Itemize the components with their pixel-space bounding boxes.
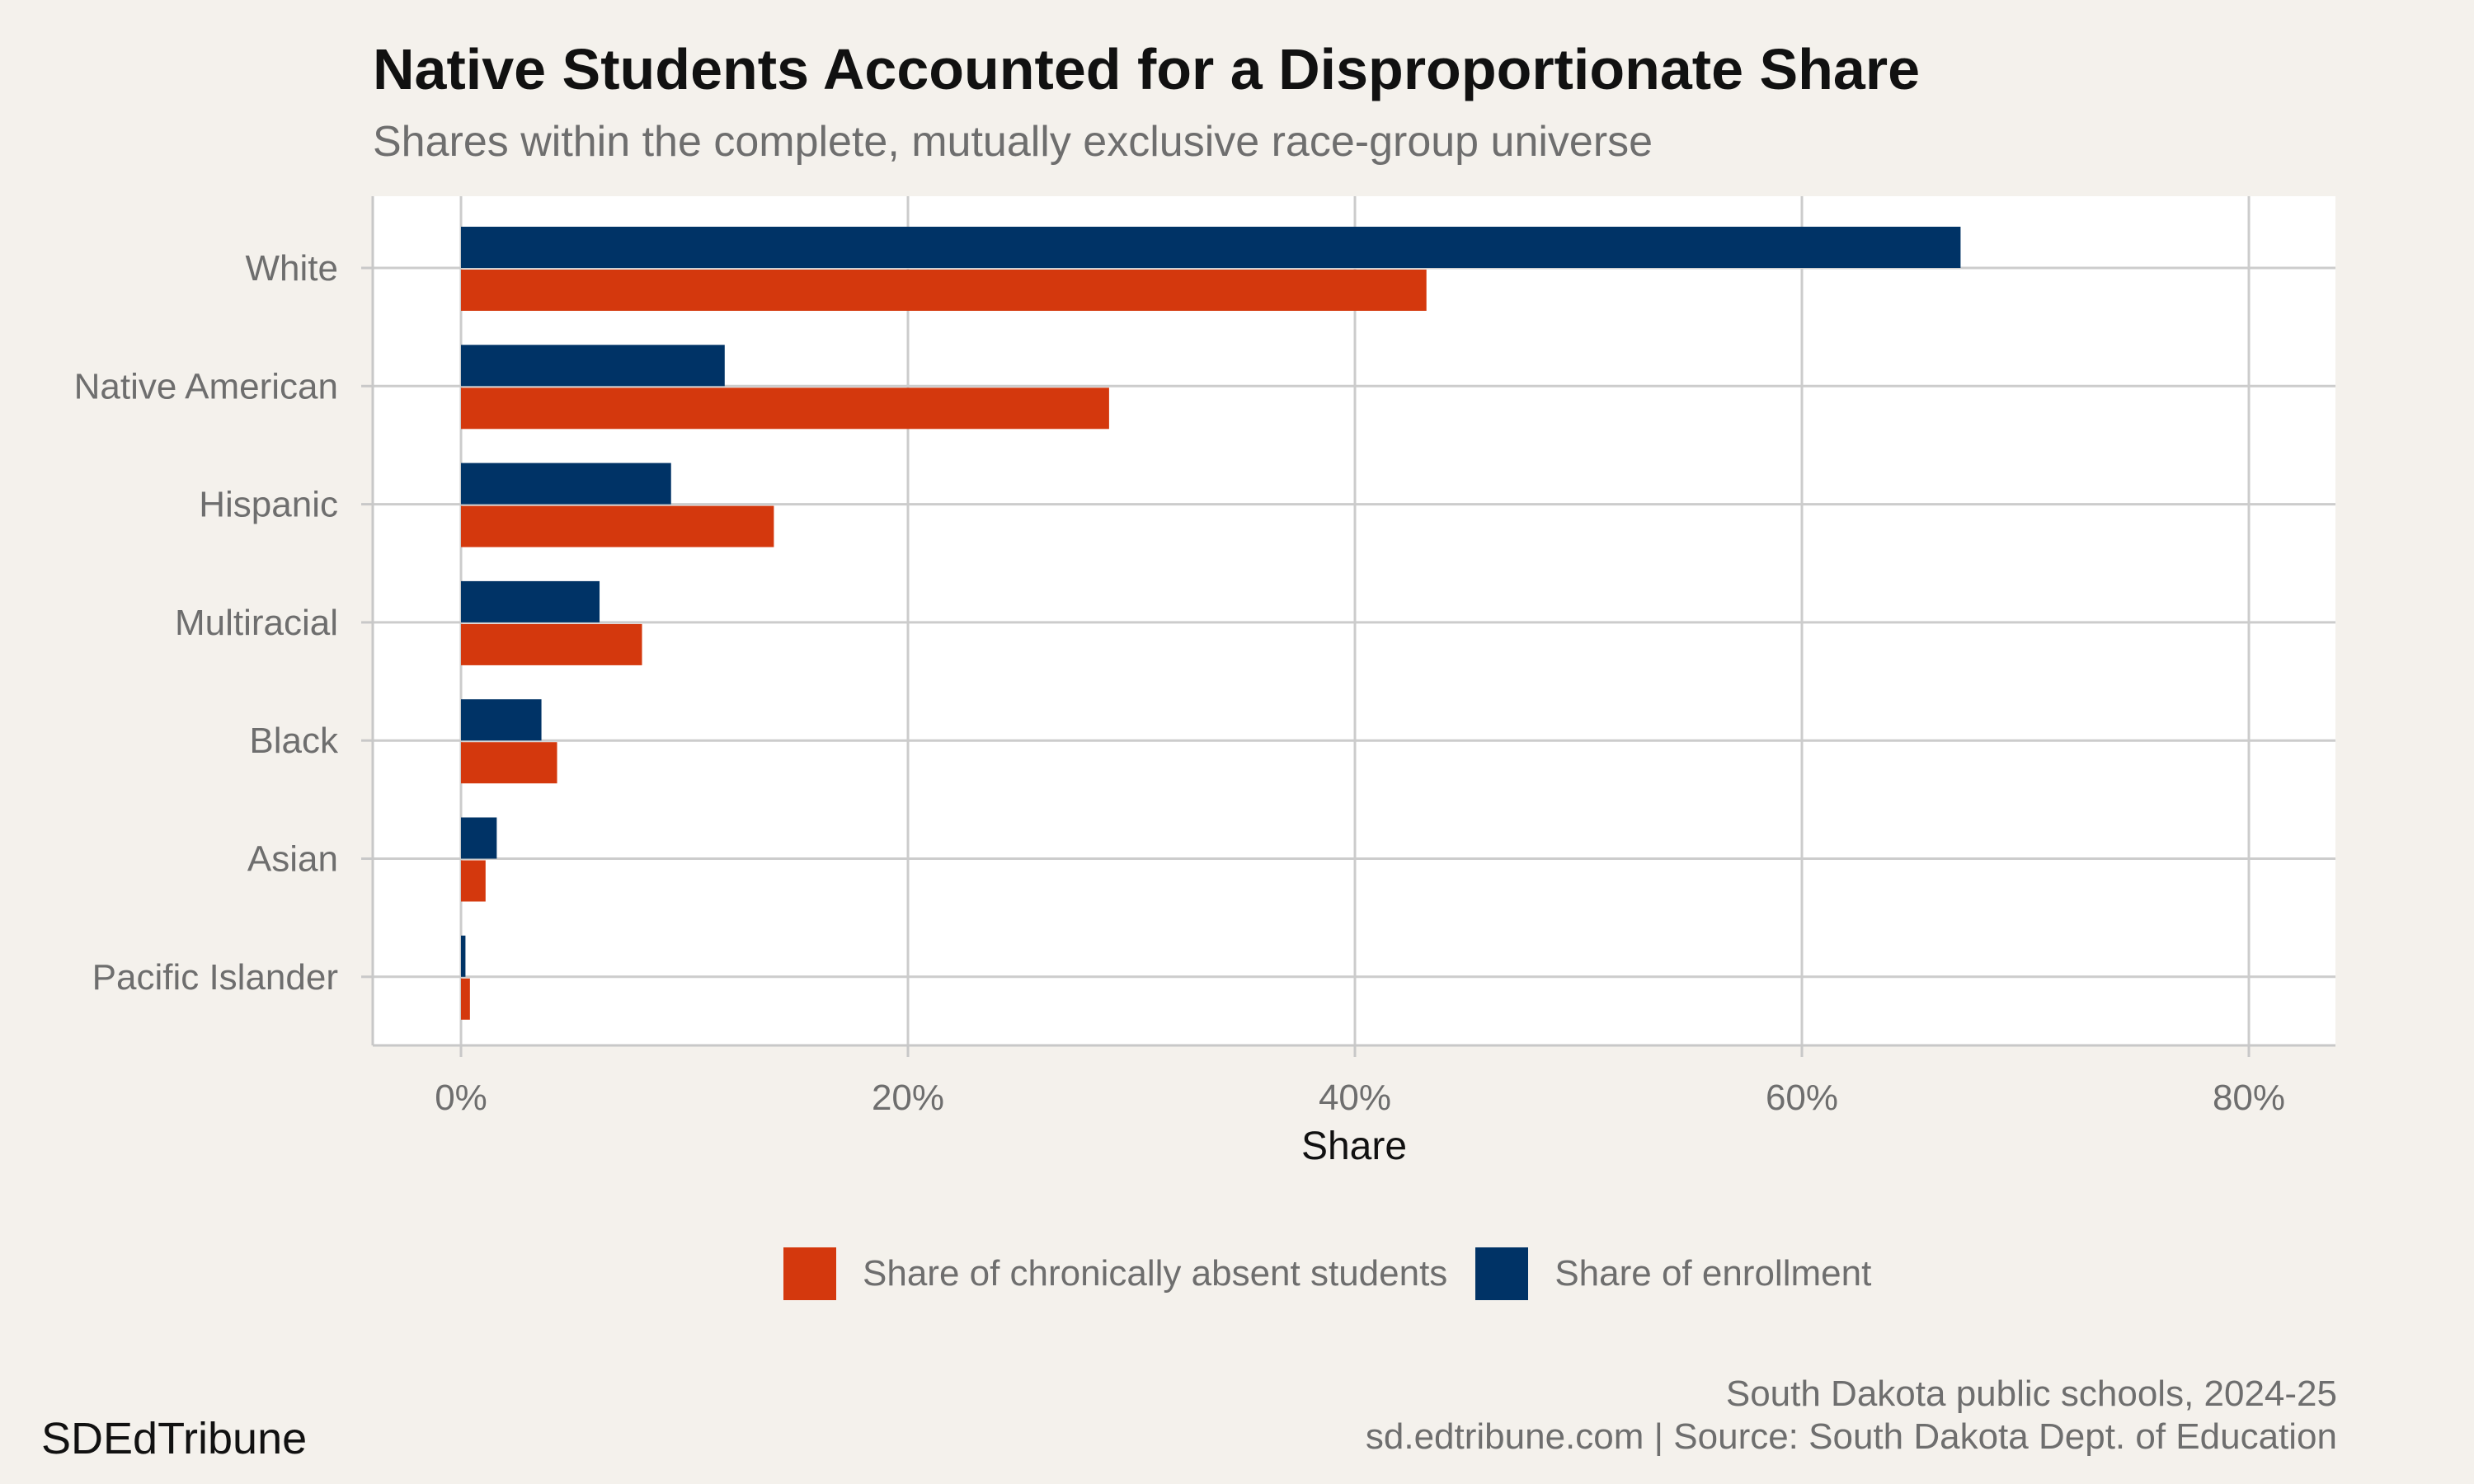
bar-enrollment-black (461, 699, 542, 741)
bar-absent-native-american (461, 387, 1109, 430)
bar-enrollment-native-american (461, 345, 725, 387)
y-tick-label-asian: Asian (247, 839, 338, 880)
bar-enrollment-pacific-islander (461, 935, 466, 977)
footer-source: sd.edtribune.com | Source: South Dakota … (1365, 1416, 2337, 1457)
y-tick-label-native-american: Native American (74, 366, 338, 406)
bar-absent-pacific-islander (461, 978, 470, 1020)
bar-absent-hispanic (461, 505, 774, 547)
bar-absent-asian (461, 860, 486, 902)
bars (461, 227, 1961, 1020)
gridlines (373, 196, 2335, 1045)
bar-enrollment-white (461, 227, 1961, 268)
legend-item-enrollment: Share of enrollment (1475, 1247, 1871, 1300)
legend-label-enrollment: Share of enrollment (1554, 1253, 1872, 1294)
y-axis-ticks: White Native American Hispanic Multiracial B… (74, 248, 373, 998)
bar-absent-multiracial (461, 623, 642, 665)
bar-enrollment-asian (461, 817, 497, 859)
bar-absent-white (461, 270, 1427, 311)
x-tick-label: 20% (872, 1078, 944, 1118)
y-tick-label-pacific-islander: Pacific Islander (92, 957, 338, 998)
bar-chart: White Native American Hispanic Multiracial B… (74, 196, 2335, 1168)
bar-absent-black (461, 742, 557, 784)
x-axis-ticks: 0% 20% 40% 60% 80% (435, 1045, 2285, 1118)
x-tick-label: 40% (1319, 1078, 1391, 1118)
legend-swatch-enrollment (1475, 1247, 1529, 1300)
x-tick-label: 80% (2213, 1078, 2285, 1118)
bar-enrollment-hispanic (461, 463, 671, 505)
y-tick-label-multiracial: Multiracial (175, 603, 338, 643)
legend-item-absent: Share of chronically absent students (783, 1247, 1447, 1300)
x-tick-label: 0% (435, 1078, 487, 1118)
footer-caption: South Dakota public schools, 2024-25 (1725, 1374, 2337, 1414)
chart-subtitle: Shares within the complete, mutually exc… (373, 118, 1653, 166)
y-tick-label-hispanic: Hispanic (199, 485, 338, 525)
legend-swatch-absent (783, 1247, 836, 1300)
y-tick-label-black: Black (249, 721, 339, 761)
bar-enrollment-multiracial (461, 580, 600, 622)
chart-title: Native Students Accounted for a Dispropo… (373, 37, 1921, 101)
legend: Share of chronically absent students Sha… (783, 1247, 1899, 1301)
x-tick-label: 60% (1766, 1078, 1838, 1118)
footer-brand: SDEdTribune (41, 1414, 308, 1463)
legend-label-absent: Share of chronically absent students (863, 1253, 1448, 1294)
x-axis-title: Share (1301, 1125, 1407, 1168)
y-tick-label-white: White (246, 248, 338, 289)
